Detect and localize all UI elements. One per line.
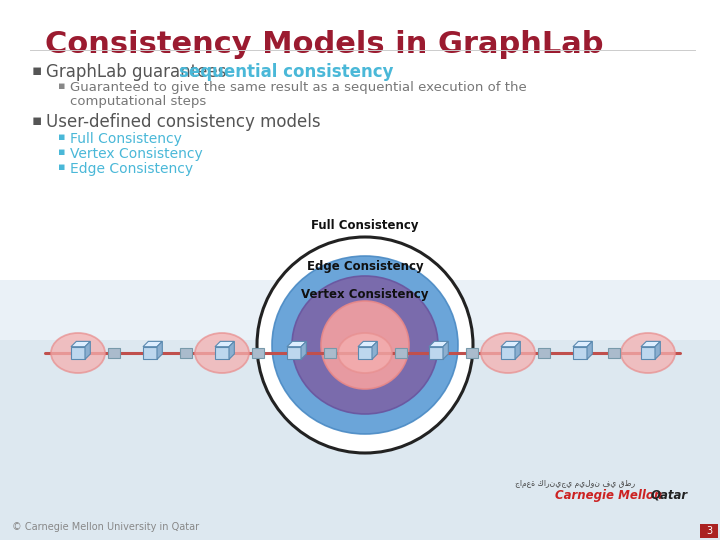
Ellipse shape [272,256,458,434]
Text: Vertex Consistency: Vertex Consistency [70,147,203,161]
Bar [0,280,720,340]
Polygon shape [515,341,521,359]
Bar [215,347,229,359]
Bar [608,348,620,358]
Text: Carnegie Mellon: Carnegie Mellon [555,489,662,502]
Text: sequential consistency: sequential consistency [179,63,394,81]
Text: User-defined consistency models: User-defined consistency models [46,113,320,131]
Bar [641,347,655,359]
Text: ▪: ▪ [58,132,66,142]
Bar [573,347,587,359]
Polygon shape [573,341,593,347]
Bar [323,348,336,358]
Bar [287,347,301,359]
Polygon shape [655,341,660,359]
Text: Vertex Consistency: Vertex Consistency [301,288,428,301]
Circle shape [321,301,409,389]
Text: ▪: ▪ [58,147,66,157]
Ellipse shape [51,333,105,373]
Polygon shape [429,341,449,347]
Polygon shape [157,341,162,359]
Bar [501,347,515,359]
Text: 3: 3 [706,526,712,536]
Ellipse shape [338,333,392,373]
Bar [0,340,720,540]
Polygon shape [501,341,521,347]
Circle shape [257,237,473,453]
Bar [466,348,478,358]
Ellipse shape [292,276,438,414]
Polygon shape [215,341,234,347]
Polygon shape [71,341,90,347]
Ellipse shape [481,333,535,373]
Polygon shape [287,341,306,347]
Ellipse shape [621,333,675,373]
Polygon shape [301,341,306,359]
Text: Edge Consistency: Edge Consistency [70,162,193,176]
Text: ▪: ▪ [58,162,66,172]
Bar [180,348,192,358]
Text: ▪: ▪ [32,113,42,128]
Polygon shape [229,341,234,359]
Bar [143,347,157,359]
Text: GraphLab guarantees: GraphLab guarantees [46,63,232,81]
Text: ▪: ▪ [32,63,42,78]
Text: جامعة كارنيجي ميلون في قطر: جامعة كارنيجي ميلون في قطر [515,479,635,488]
Polygon shape [641,341,660,347]
Text: Edge Consistency: Edge Consistency [307,260,423,273]
Text: ▪: ▪ [58,81,66,91]
Text: Full Consistency: Full Consistency [70,132,182,146]
Bar [395,348,407,358]
Text: Qatar: Qatar [651,489,688,502]
Bar [252,348,264,358]
Polygon shape [85,341,90,359]
Text: Guaranteed to give the same result as a sequential execution of the: Guaranteed to give the same result as a … [70,81,527,94]
Polygon shape [358,341,377,347]
Polygon shape [443,341,449,359]
Polygon shape [372,341,377,359]
Bar [108,348,120,358]
Text: computational steps: computational steps [70,95,206,108]
Bar [429,347,443,359]
Bar [358,347,372,359]
Text: © Carnegie Mellon University in Qatar: © Carnegie Mellon University in Qatar [12,522,199,532]
Text: Consistency Models in GraphLab: Consistency Models in GraphLab [45,30,603,59]
Polygon shape [143,341,162,347]
Polygon shape [587,341,593,359]
Ellipse shape [195,333,249,373]
Bar [538,348,550,358]
FancyBboxPatch shape [700,524,718,538]
Text: Full Consistency: Full Consistency [311,219,419,232]
Bar [71,347,85,359]
